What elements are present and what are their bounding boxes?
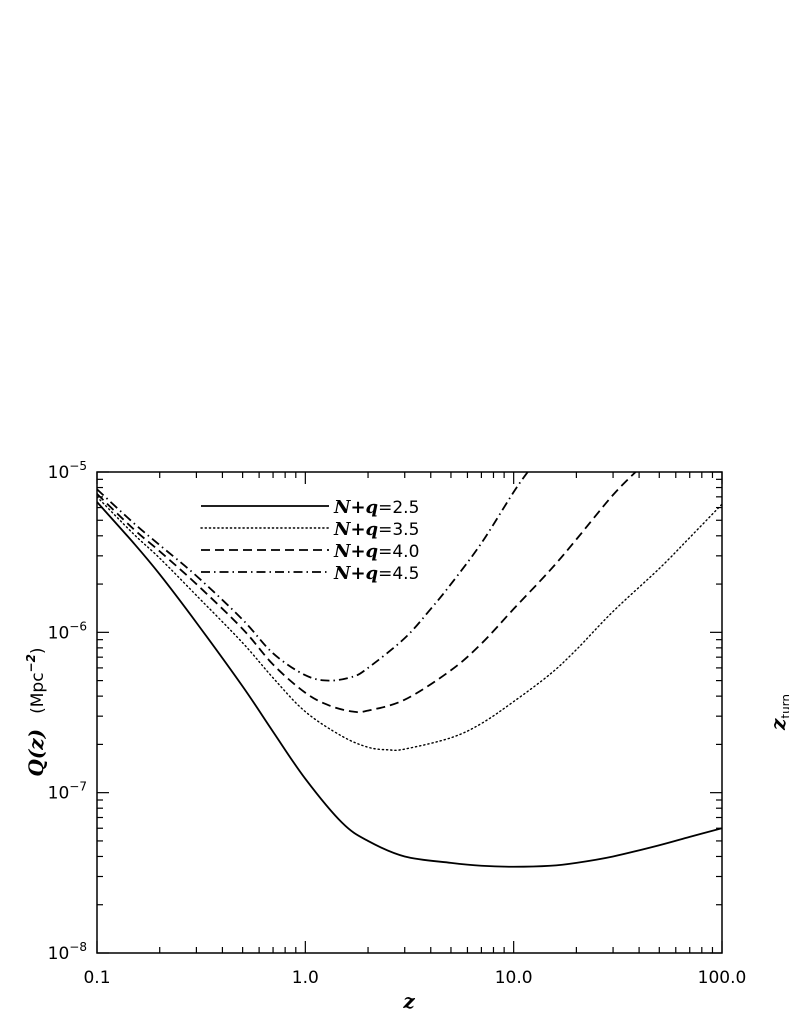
x-tick-labels: 0.1 1.0 10.0 100.0 bbox=[83, 968, 746, 988]
y-tick-labels: 10−810−710−610−5 bbox=[48, 459, 87, 964]
legend-label-value: =2.5 bbox=[378, 498, 419, 518]
legend-label-value: =4.5 bbox=[378, 564, 419, 584]
series-line-dashed bbox=[97, 472, 637, 714]
data-curves bbox=[97, 472, 722, 868]
y-tick-label-exp: −8 bbox=[69, 940, 87, 954]
series-line-solid bbox=[97, 501, 722, 868]
x-tick-label: 1.0 bbox=[292, 968, 319, 988]
x-tick-label: 100.0 bbox=[698, 968, 747, 988]
x-tick-label: 10.0 bbox=[495, 968, 533, 988]
y-tick-label: 10−6 bbox=[48, 619, 87, 643]
z-turn-side-label-sub: turn bbox=[779, 694, 789, 719]
y-axis-label-unit: (Mpc bbox=[28, 672, 48, 713]
y-axis-label: Q(z) (Mpc−2) bbox=[24, 647, 48, 776]
y-tick-label-base: 10 bbox=[48, 623, 70, 643]
y-axis-label-unit-exp: −2 bbox=[24, 654, 38, 672]
legend-label-value: =4.0 bbox=[378, 542, 419, 562]
y-tick-label-base: 10 bbox=[48, 784, 70, 804]
legend-label-main: N+q bbox=[333, 497, 378, 518]
y-axis-label-unit-close: ) bbox=[28, 647, 48, 654]
legend-label-main: N+q bbox=[333, 519, 378, 540]
legend-label: N+q=4.5 bbox=[333, 563, 419, 584]
z-turn-side-label: zturn bbox=[766, 694, 789, 731]
legend-label: N+q=3.5 bbox=[333, 519, 419, 540]
axis-ticks bbox=[96, 471, 723, 954]
y-tick-label-exp: −5 bbox=[69, 459, 87, 473]
z-turn-side-label-main: z bbox=[766, 718, 789, 731]
legend-label: N+q=2.5 bbox=[333, 497, 419, 518]
y-tick-label-base: 10 bbox=[48, 944, 70, 964]
legend: N+q=2.5N+q=3.5N+q=4.0N+q=4.5 bbox=[200, 497, 419, 584]
x-tick-label: 0.1 bbox=[83, 968, 110, 988]
y-tick-label-base: 10 bbox=[48, 463, 70, 483]
legend-label: N+q=4.0 bbox=[333, 541, 419, 562]
y-tick-label: 10−8 bbox=[48, 940, 87, 964]
legend-label-main: N+q bbox=[333, 541, 378, 562]
y-axis-label-main: Q(z) bbox=[24, 729, 48, 777]
y-tick-label-exp: −6 bbox=[69, 619, 87, 633]
series-line-dashdot bbox=[97, 472, 529, 682]
x-axis-label: z bbox=[402, 989, 415, 1013]
legend-label-value: =3.5 bbox=[378, 520, 419, 540]
plot-frame bbox=[96, 471, 723, 954]
y-tick-label: 10−5 bbox=[48, 459, 87, 483]
legend-label-main: N+q bbox=[333, 563, 378, 584]
y-tick-label-exp: −7 bbox=[69, 780, 87, 794]
y-tick-label: 10−7 bbox=[48, 780, 87, 804]
